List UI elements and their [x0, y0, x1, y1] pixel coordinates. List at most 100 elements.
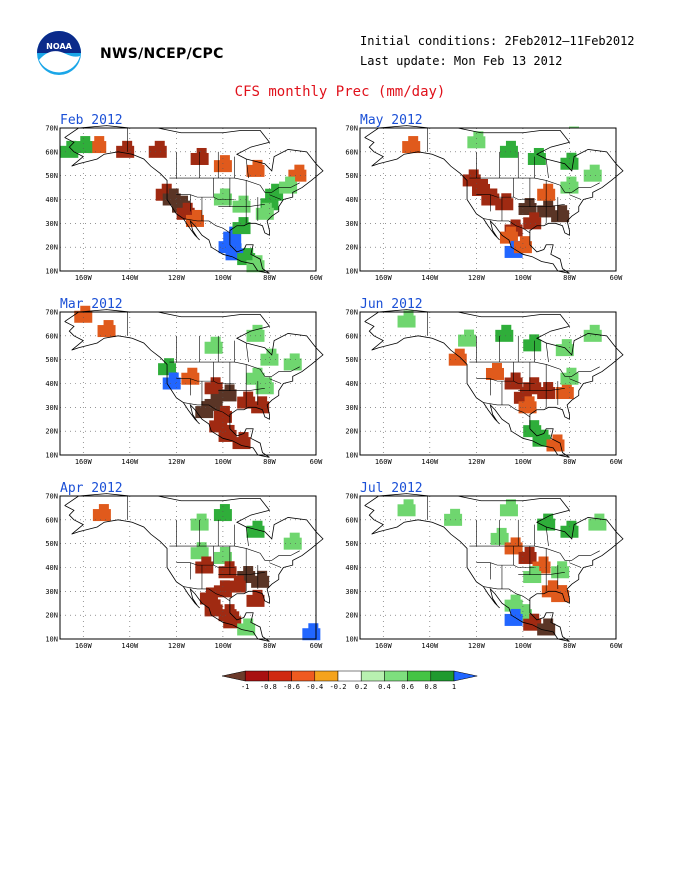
anomaly-cell	[168, 372, 179, 379]
anomaly-cell	[519, 604, 530, 611]
anomaly-cell	[219, 546, 230, 553]
anomaly-cell	[225, 248, 244, 261]
anomaly-cell	[227, 580, 246, 593]
anomaly-cell	[566, 367, 577, 374]
anomaly-cell	[518, 401, 537, 414]
anomaly-cell	[583, 169, 602, 182]
anomaly-cell	[529, 566, 540, 573]
lat-tick-label: 60N	[45, 332, 58, 340]
anomaly-cell	[529, 334, 540, 341]
anomaly-cell	[538, 556, 549, 563]
anomaly-cell	[472, 183, 491, 196]
colorbar-tick-label: -0.8	[260, 683, 277, 691]
anomaly-cell	[566, 176, 577, 183]
anomaly-cell	[122, 140, 133, 147]
colorbar-tick-label: 0.4	[378, 683, 391, 691]
coastline	[364, 309, 624, 458]
anomaly-cell	[97, 325, 116, 338]
lon-tick-label: 80W	[563, 274, 576, 282]
lon-tick-label: 120W	[168, 274, 186, 282]
lat-tick-label: 50N	[45, 540, 58, 548]
state-border	[269, 378, 282, 384]
lat-tick-label: 30N	[45, 588, 58, 596]
panel-month-label: Jul 2012	[360, 481, 423, 496]
anomaly-cell	[98, 504, 109, 511]
anomaly-cell	[74, 310, 93, 323]
anomaly-cell	[505, 140, 516, 147]
state-border	[513, 564, 535, 568]
anomaly-cell	[66, 140, 77, 147]
anomaly-cell	[243, 618, 254, 625]
anomaly-cell	[213, 160, 232, 173]
anomaly-cell	[257, 570, 268, 577]
lat-tick-label: 10N	[345, 268, 358, 276]
lat-tick-label: 50N	[45, 172, 58, 180]
anomaly-cell	[518, 203, 537, 216]
lat-tick-label: 40N	[345, 564, 358, 572]
anomaly-cell	[499, 145, 518, 158]
state-border	[469, 361, 600, 377]
anomaly-cell	[178, 195, 189, 202]
anomaly-cell	[80, 305, 91, 312]
anomaly-cell	[261, 202, 272, 209]
anomaly-cell	[523, 571, 542, 584]
anomaly-cell	[504, 377, 523, 390]
anomaly-cell	[246, 525, 265, 538]
lat-tick-label: 20N	[345, 612, 358, 620]
anomaly-cell	[246, 164, 265, 177]
anomaly-cell	[487, 188, 498, 195]
anomaly-cell	[204, 341, 223, 354]
lat-tick-label: 60N	[45, 148, 58, 156]
state-border	[483, 218, 531, 234]
anomaly-cell	[294, 164, 305, 171]
state-border	[183, 218, 231, 234]
state-border	[518, 203, 565, 207]
anomaly-cell	[543, 382, 554, 389]
anomaly-cell	[168, 188, 179, 195]
anomaly-cell	[524, 396, 535, 403]
anomaly-cell	[257, 396, 268, 403]
anomaly-cell	[243, 566, 254, 573]
anomaly-cell	[224, 561, 235, 568]
state-border	[176, 178, 214, 198]
coastline	[64, 125, 324, 274]
panel-month-label: Mar 2012	[60, 297, 123, 312]
anomaly-cell	[252, 589, 263, 596]
lon-tick-label: 120W	[468, 642, 486, 650]
anomaly-cell	[588, 518, 607, 531]
colorbar-swatch	[221, 670, 246, 682]
anomaly-cell	[195, 561, 214, 574]
anomaly-cell	[238, 217, 249, 224]
anomaly-cell	[187, 367, 198, 374]
colorbar-swatch	[337, 670, 362, 682]
anomaly-cell	[510, 372, 521, 379]
anomaly-cell	[164, 358, 175, 365]
state-border	[176, 362, 214, 382]
anomaly-cell	[283, 537, 302, 550]
anomaly-cell	[252, 255, 263, 262]
anomaly-cell	[566, 520, 577, 527]
anomaly-cell	[224, 384, 235, 391]
anomaly-cell	[94, 136, 105, 143]
anomaly-cell	[190, 547, 209, 560]
lat-tick-label: 30N	[45, 220, 58, 228]
lat-tick-label: 20N	[45, 612, 58, 620]
lon-tick-label: 140W	[421, 274, 439, 282]
anomaly-cell	[547, 580, 558, 587]
anomaly-cell	[196, 147, 207, 154]
lat-tick-label: 40N	[345, 196, 358, 204]
state-border	[569, 378, 582, 384]
lon-tick-label: 140W	[121, 642, 139, 650]
state-border	[213, 196, 235, 200]
lon-tick-label: 140W	[121, 274, 139, 282]
anomaly-cell	[527, 152, 546, 165]
anomaly-cell	[552, 434, 563, 441]
anomaly-cell	[403, 499, 414, 506]
lon-tick-label: 140W	[121, 458, 139, 466]
anomaly-cell	[191, 209, 202, 216]
lat-tick-label: 70N	[345, 493, 358, 501]
lon-tick-label: 100W	[514, 274, 532, 282]
state-border	[176, 546, 214, 566]
anomaly-cell	[533, 147, 544, 154]
anomaly-cell	[491, 362, 502, 369]
